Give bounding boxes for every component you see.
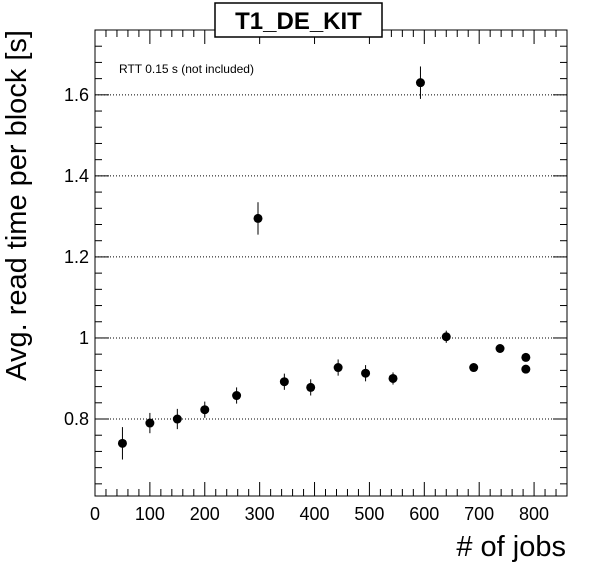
y-tick-label: 1.6 bbox=[64, 85, 89, 105]
data-point bbox=[388, 373, 398, 383]
y-axis-title: Avg. read time per block [s] bbox=[1, 30, 33, 381]
data-point bbox=[172, 414, 182, 424]
rtt-annotation: RTT 0.15 s (not included) bbox=[119, 62, 254, 76]
data-point bbox=[333, 363, 343, 373]
y-gridlines bbox=[95, 94, 567, 420]
data-point bbox=[253, 213, 263, 223]
y-tick-label: 1.2 bbox=[64, 247, 89, 267]
data-point bbox=[200, 405, 210, 415]
x-tick-label: 400 bbox=[300, 504, 330, 524]
x-tick-label: 700 bbox=[464, 504, 494, 524]
data-point bbox=[495, 344, 505, 354]
x-tick-label: 300 bbox=[245, 504, 275, 524]
x-tick-label: 100 bbox=[135, 504, 165, 524]
data-point bbox=[361, 368, 371, 378]
data-point bbox=[469, 363, 479, 373]
y-tick-label: 1 bbox=[79, 328, 89, 348]
x-tick-label: 0 bbox=[90, 504, 100, 524]
y-axis: 0.8 1 1.2 1.4 1.6 bbox=[64, 29, 567, 485]
title-frame bbox=[214, 2, 383, 38]
y-tick-label: 1.4 bbox=[64, 166, 89, 186]
data-points bbox=[117, 66, 531, 460]
x-tick-label: 600 bbox=[409, 504, 439, 524]
data-point bbox=[306, 382, 316, 392]
x-tick-label: 500 bbox=[354, 504, 384, 524]
x-tick-label: 800 bbox=[519, 504, 549, 524]
data-point bbox=[145, 418, 155, 428]
y-tick-label: 0.8 bbox=[64, 409, 89, 429]
chart-title: T1_DE_KIT bbox=[235, 8, 362, 35]
data-point bbox=[232, 391, 242, 401]
data-point bbox=[117, 438, 127, 448]
x-tick-label: 200 bbox=[190, 504, 220, 524]
data-point bbox=[521, 352, 531, 362]
data-point bbox=[521, 364, 531, 374]
x-axis: 0 100 200 300 400 500 600 700 800 bbox=[90, 30, 568, 524]
x-axis-title: # of jobs bbox=[456, 531, 566, 563]
data-point bbox=[415, 78, 425, 88]
data-point bbox=[279, 377, 289, 387]
title-box: T1_DE_KIT bbox=[214, 2, 383, 38]
plot-frame bbox=[94, 29, 568, 497]
data-point bbox=[441, 332, 451, 342]
